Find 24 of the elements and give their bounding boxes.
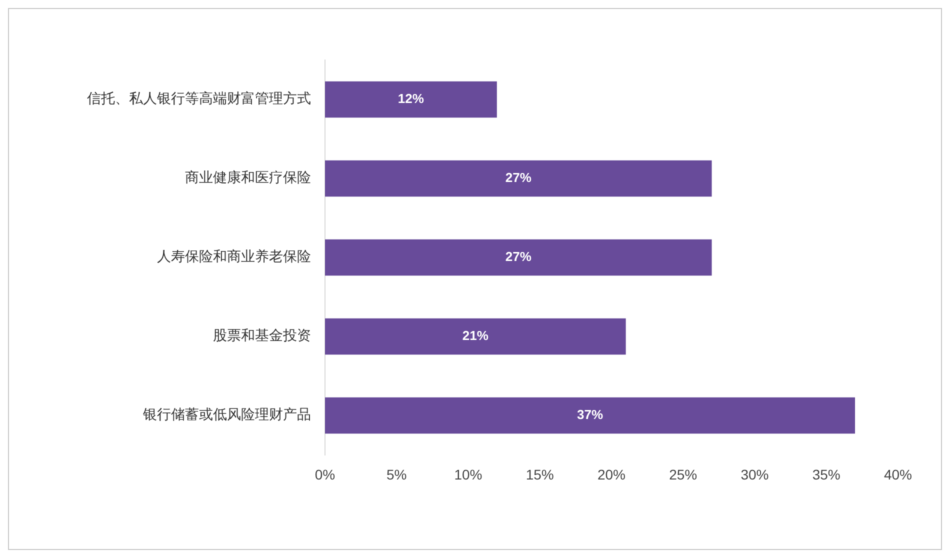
data-label: 37% xyxy=(576,407,604,422)
bar xyxy=(325,81,497,118)
x-tick-label: 25% xyxy=(669,466,698,482)
bar xyxy=(325,239,712,276)
x-tick-label: 35% xyxy=(812,466,840,482)
x-tick-label: 20% xyxy=(597,466,626,482)
data-label: 27% xyxy=(505,170,532,186)
bar xyxy=(325,160,712,197)
x-tick-label: 40% xyxy=(884,466,912,482)
y-tick-label: 商业健康和医疗保险 xyxy=(185,170,311,186)
x-tick-label: 15% xyxy=(526,466,554,482)
data-label: 12% xyxy=(398,91,424,106)
x-tick-label: 10% xyxy=(454,466,482,482)
bar xyxy=(325,397,856,434)
y-tick-label: 信托、私人银行等高端财富管理方式 xyxy=(87,91,311,108)
y-tick-label: 人寿保险和商业养老保险 xyxy=(157,249,311,266)
y-tick-label: 银行储蓄或低风险理财产品 xyxy=(142,407,311,424)
x-tick-label: 30% xyxy=(740,466,769,482)
data-label: 27% xyxy=(505,249,532,264)
y-tick-label: 股票和基金投资 xyxy=(213,328,311,344)
x-tick-label: 0% xyxy=(314,466,336,482)
data-label: 21% xyxy=(462,328,489,344)
x-tick-label: 5% xyxy=(386,466,407,482)
bar xyxy=(325,318,626,355)
